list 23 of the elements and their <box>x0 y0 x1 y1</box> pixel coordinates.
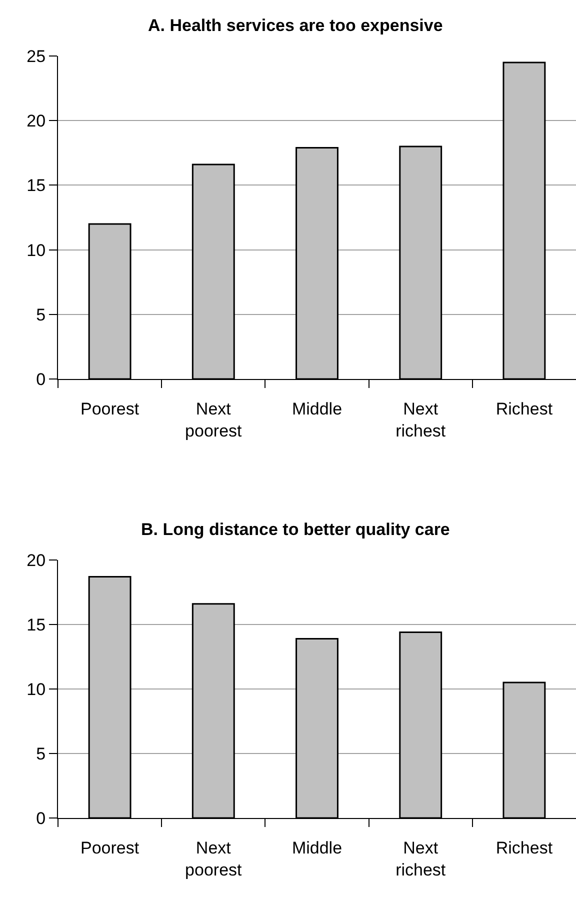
y-tick-label: 15 <box>26 615 46 634</box>
y-tick-label: 15 <box>26 176 46 196</box>
x-tick-label: Next richest <box>396 399 446 440</box>
x-tick-label: Next richest <box>396 838 446 880</box>
y-tick-label: 0 <box>36 370 46 389</box>
x-tick-label: Poorest <box>80 399 140 418</box>
chart-title: B. Long distance to better quality care <box>141 520 450 539</box>
y-tick-label: 20 <box>26 550 46 570</box>
x-tick-label: Middle <box>292 399 342 418</box>
x-tick-label: Richest <box>496 399 553 418</box>
y-tick-label: 5 <box>36 305 46 324</box>
y-tick-label: 5 <box>36 744 46 764</box>
x-tick-label: Next poorest <box>185 838 242 880</box>
x-tick-label: Next poorest <box>185 399 242 440</box>
y-tick-label: 20 <box>26 112 46 131</box>
y-tick-label: 0 <box>36 808 46 828</box>
y-tick-label: 10 <box>26 680 46 699</box>
x-tick-label: Middle <box>292 838 342 858</box>
x-tick-label: Poorest <box>80 838 140 858</box>
y-tick-label: 25 <box>26 46 46 66</box>
y-tick-label: 10 <box>26 240 46 260</box>
x-tick-label: Richest <box>496 838 553 858</box>
chart-title: A. Health services are too expensive <box>148 16 443 35</box>
